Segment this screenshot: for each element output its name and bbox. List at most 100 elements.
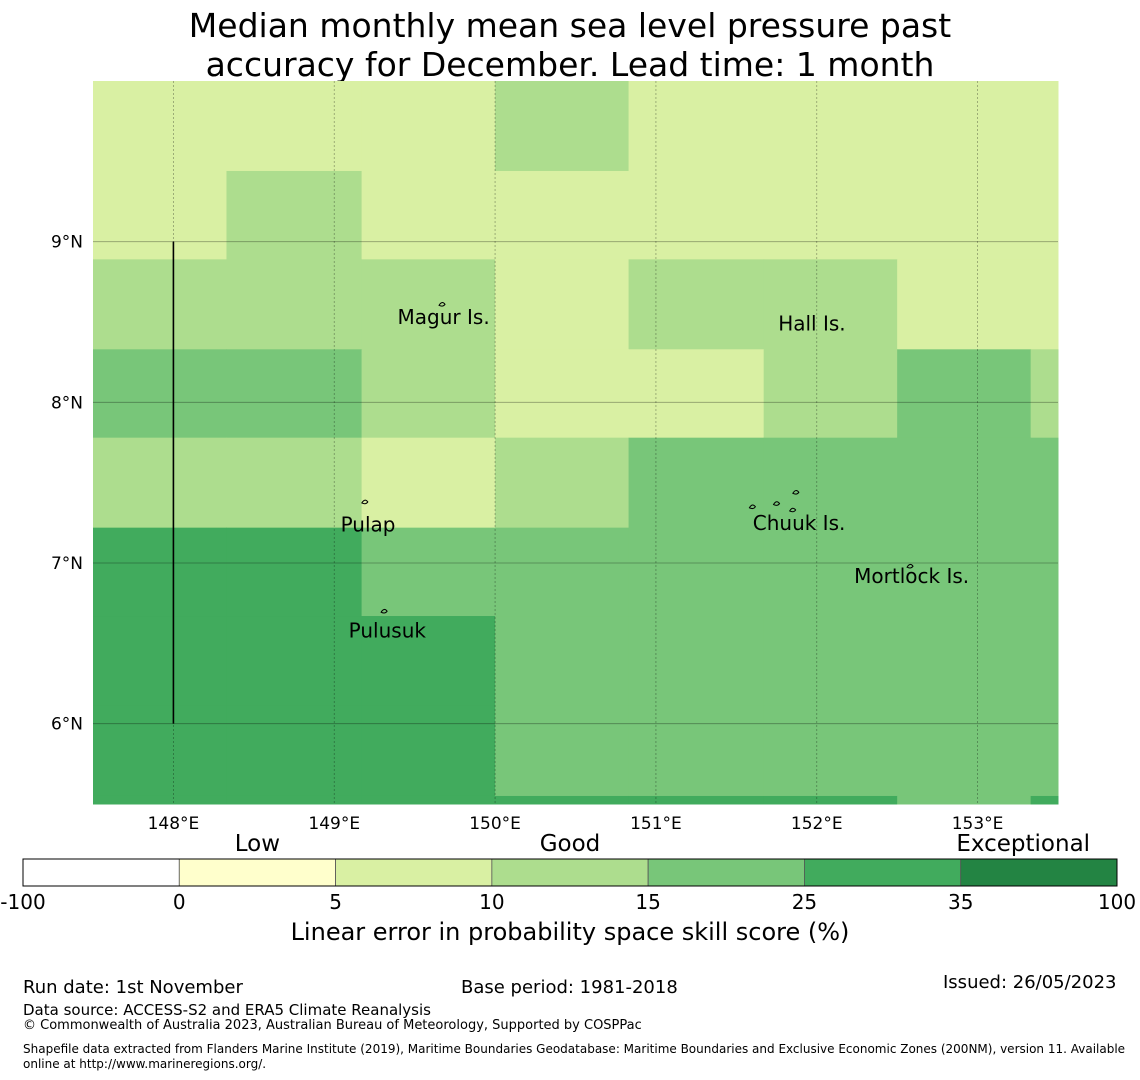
skill-cell [495, 349, 630, 439]
map-title: Median monthly mean sea level pressure p… [0, 6, 1140, 84]
colorbar-tick-label: 25 [791, 890, 818, 914]
base-period: Base period: 1981-2018 [461, 977, 678, 998]
colorbar-tick-label: -100 [0, 890, 46, 914]
island-outline [788, 507, 797, 513]
skill-cell [93, 259, 227, 350]
skill-cell [1030, 259, 1059, 350]
skill-cell [628, 259, 765, 350]
colorbar-bin [335, 858, 493, 887]
colorbar-tick-label: 15 [635, 890, 661, 914]
skill-cell [1030, 170, 1059, 260]
skill-cell [226, 795, 363, 805]
skill-cell [361, 349, 496, 439]
skill-cell [93, 170, 227, 260]
skill-cell [897, 349, 1032, 439]
skill-cell [361, 259, 496, 350]
copyright: © Commonwealth of Australia 2023, Austra… [23, 1018, 642, 1033]
skill-cell [763, 616, 898, 707]
colorbar-category-label: Exceptional [956, 831, 1091, 857]
skill-cell [628, 437, 765, 529]
skill-cell [495, 795, 630, 805]
island-outline [380, 608, 388, 614]
colorbar-category-label: Low [234, 831, 281, 857]
skill-cell [897, 705, 1032, 797]
title-line-2: accuracy for December. Lead time: 1 mont… [205, 45, 935, 84]
skill-cell [763, 527, 898, 617]
longitude-tick-label: 153°E [952, 814, 1004, 834]
skill-cell [361, 527, 496, 617]
colorbar-bin [960, 858, 1118, 887]
skill-cell [763, 437, 898, 529]
skill-cell [495, 527, 630, 617]
place-label: Pulap [341, 512, 396, 536]
skill-cell [226, 349, 363, 439]
issued-date: Issued: 26/05/2023 [943, 972, 1117, 993]
colorbar-bin [491, 858, 649, 887]
colorbar-label: Linear error in probability space skill … [290, 918, 850, 946]
skill-cell [226, 527, 363, 617]
island-outline [792, 490, 800, 495]
skill-cell [361, 705, 496, 797]
skill-cell [226, 705, 363, 797]
skill-cell [1030, 795, 1059, 805]
skill-cell [628, 616, 765, 707]
skill-cell [628, 705, 765, 797]
skill-cell [628, 349, 765, 439]
place-labels: Magur Is. Hall Is. Pulap Chuuk Is. Mortlock … [341, 305, 970, 642]
island-outline [361, 499, 369, 505]
skill-cell [628, 170, 765, 260]
skill-map: Magur Is. Hall Is. Pulap Chuuk Is. Mortlock … [51, 81, 1059, 834]
skill-cell [226, 259, 363, 350]
colorbar-bin [22, 858, 180, 887]
place-label: Mortlock Is. [854, 564, 969, 588]
colorbar-frame [22, 858, 1118, 887]
skill-cell [495, 437, 630, 529]
skill-cell [93, 527, 227, 617]
skill-cell [361, 170, 496, 260]
skill-cell [361, 81, 496, 172]
colorbar-bin [647, 858, 805, 887]
skill-cell [495, 259, 630, 350]
skill-cell [495, 170, 630, 260]
data-source: Data source: ACCESS-S2 and ERA5 Climate … [23, 1001, 431, 1019]
skill-cell [93, 616, 227, 707]
skill-cell [897, 170, 1032, 260]
island-outline [748, 504, 757, 510]
skill-cell [628, 81, 765, 172]
skill-cell [763, 349, 898, 439]
colorbar-bin [178, 858, 336, 887]
run-date: Run date: 1st November [23, 977, 243, 998]
place-label: Hall Is. [778, 312, 845, 336]
skill-cell [226, 437, 363, 529]
skill-cell [93, 795, 227, 805]
skill-cell [1030, 437, 1059, 529]
skill-cell [361, 795, 496, 805]
place-label: Magur Is. [398, 305, 490, 329]
latitude-tick-label: 8°N [51, 393, 83, 413]
longitude-tick-labels: 148°E 149°E 150°E 151°E 152°E 153°E [148, 814, 1004, 834]
skill-cell [897, 616, 1032, 707]
graticule [93, 81, 1058, 804]
skill-grid [93, 81, 1059, 805]
skill-cell [361, 616, 496, 707]
colorbar-bin [804, 858, 962, 887]
skill-cell [763, 795, 898, 805]
colorbar-tick-label: 5 [329, 890, 342, 914]
latitude-tick-labels: 9°N 8°N 7°N 6°N [51, 233, 83, 735]
latitude-tick-label: 7°N [51, 554, 83, 574]
skill-cell [763, 705, 898, 797]
colorbar-tick-label: 35 [947, 890, 974, 914]
skill-cell [226, 81, 363, 172]
skill-cell [897, 81, 1032, 172]
island-outlines [361, 302, 914, 614]
skill-cell [495, 705, 630, 797]
longitude-tick-label: 151°E [630, 814, 682, 834]
skill-cell [1030, 705, 1059, 797]
skill-cell [763, 170, 898, 260]
island-outline [906, 563, 914, 569]
skill-cell [1030, 527, 1059, 617]
skill-cell [495, 616, 630, 707]
latitude-tick-label: 9°N [51, 233, 83, 253]
skill-cell [93, 437, 227, 529]
longitude-tick-label: 149°E [308, 814, 360, 834]
